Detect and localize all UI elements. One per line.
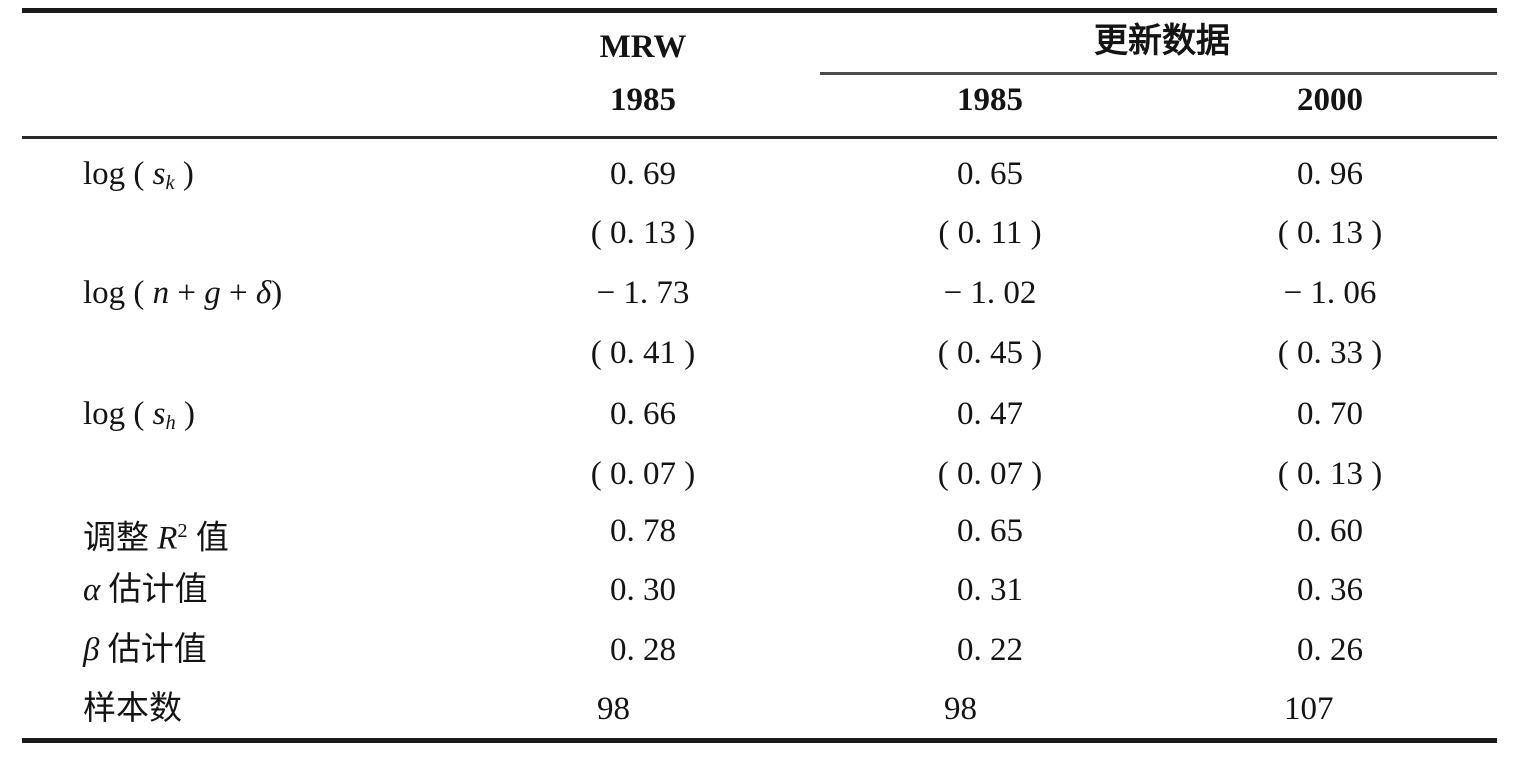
table-row: log ( sh ) 0. 66 0. 47 0. 70 (0, 392, 1517, 436)
cell-updated-2000: − 1. 06 (1283, 275, 1377, 311)
table-row: ( 0. 41 ) ( 0. 45 ) ( 0. 33 ) (0, 331, 1517, 375)
cell-updated-1985: 98 (944, 691, 977, 727)
cell-updated-2000: ( 0. 33 ) (1277, 335, 1383, 371)
cell-mrw-1985: 0. 69 (610, 156, 676, 192)
table-row: log ( n + g + δ) − 1. 73 − 1. 02 − 1. 06 (0, 271, 1517, 315)
table-row: β 估计值 0. 28 0. 22 0. 26 (0, 628, 1517, 672)
cell-mrw-1985: 98 (597, 691, 630, 727)
col-header-mrw-1985: 1985 (610, 82, 676, 118)
cell-updated-1985: ( 0. 45 ) (937, 335, 1043, 371)
row-label: β 估计值 (83, 632, 207, 668)
header-divider-rule (22, 136, 1497, 139)
cell-updated-2000: ( 0. 13 ) (1277, 215, 1383, 251)
table-top-rule (22, 8, 1497, 13)
cell-mrw-1985: 0. 78 (610, 513, 676, 549)
cell-updated-1985: 0. 65 (957, 513, 1023, 549)
cell-mrw-1985: ( 0. 13 ) (590, 215, 696, 251)
cell-updated-1985: ( 0. 11 ) (938, 215, 1042, 251)
cell-mrw-1985: 0. 28 (610, 632, 676, 668)
table-row: 样本数 98 98 107 (0, 687, 1517, 731)
col-group-updated-data: 更新数据 (1094, 22, 1230, 60)
cell-updated-2000: ( 0. 13 ) (1277, 456, 1383, 492)
cell-updated-1985: ( 0. 07 ) (937, 456, 1043, 492)
col-group-mrw: MRW (599, 29, 687, 65)
row-label: 样本数 (83, 691, 182, 727)
cell-updated-2000: 0. 60 (1297, 513, 1363, 549)
col-header-updated-2000: 2000 (1297, 82, 1363, 118)
table-row: 调整 R2 值 0. 78 0. 65 0. 60 (0, 509, 1517, 556)
cell-updated-1985: 0. 47 (957, 396, 1023, 432)
cell-updated-1985: 0. 31 (957, 572, 1023, 608)
cell-updated-1985: 0. 65 (957, 156, 1023, 192)
cell-updated-2000: 0. 96 (1297, 156, 1363, 192)
cell-mrw-1985: ( 0. 07 ) (590, 456, 696, 492)
cell-mrw-1985: 0. 66 (610, 396, 676, 432)
table-bottom-rule (22, 738, 1497, 743)
table-row: log ( sk ) 0. 69 0. 65 0. 96 (0, 152, 1517, 196)
table-row: ( 0. 13 ) ( 0. 11 ) ( 0. 13 ) (0, 211, 1517, 255)
cell-updated-2000: 0. 36 (1297, 572, 1363, 608)
cell-mrw-1985: 0. 30 (610, 572, 676, 608)
table-row: ( 0. 07 ) ( 0. 07 ) ( 0. 13 ) (0, 452, 1517, 496)
cell-updated-2000: 0. 26 (1297, 632, 1363, 668)
row-label: log ( n + g + δ) (83, 275, 283, 311)
table-row: α 估计值 0. 30 0. 31 0. 36 (0, 568, 1517, 612)
cell-mrw-1985: ( 0. 41 ) (590, 335, 696, 371)
cell-updated-1985: − 1. 02 (943, 275, 1037, 311)
cell-updated-1985: 0. 22 (957, 632, 1023, 668)
row-label: log ( sk ) (83, 156, 194, 195)
row-label: α 估计值 (83, 572, 208, 608)
cell-updated-2000: 107 (1284, 691, 1334, 727)
cell-updated-2000: 0. 70 (1297, 396, 1363, 432)
updated-group-underline-rule (820, 72, 1497, 75)
row-label: 调整 R2 值 (83, 520, 229, 557)
row-label: log ( sh ) (83, 396, 195, 435)
col-header-updated-1985: 1985 (957, 82, 1023, 118)
cell-mrw-1985: − 1. 73 (596, 275, 690, 311)
